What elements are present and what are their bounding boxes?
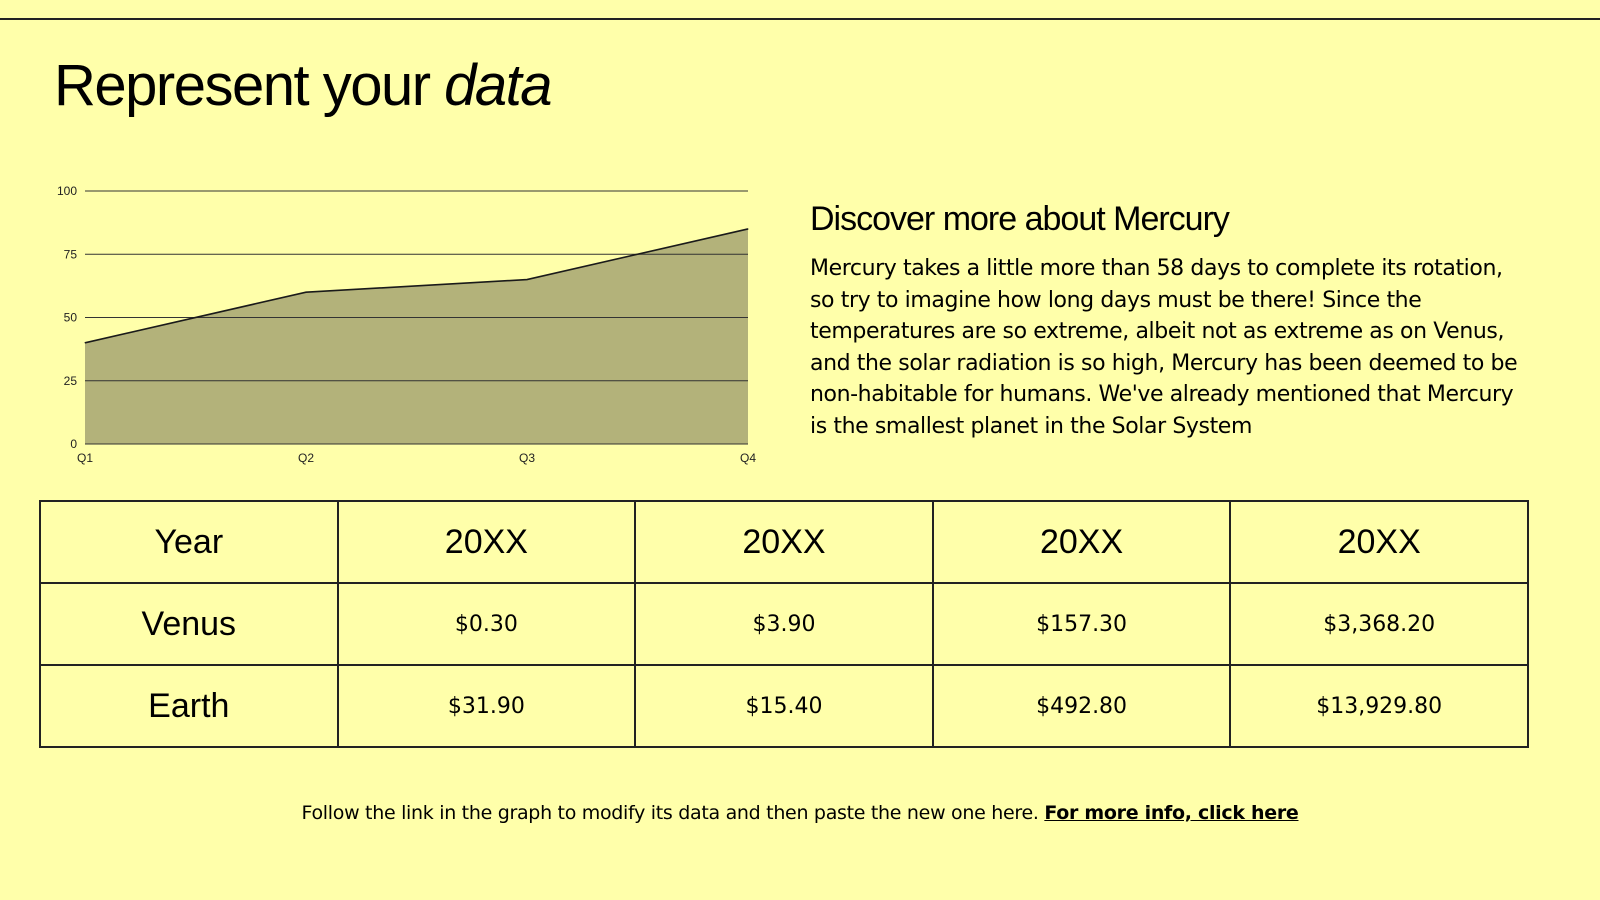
y-tick-label: 50 <box>64 311 78 325</box>
y-tick-label: 75 <box>64 247 78 261</box>
table-cell: $15.40 <box>634 664 934 748</box>
data-table: Year 20XX 20XX 20XX 20XX Venus $0.30 $3.… <box>39 500 1529 748</box>
series-line <box>84 228 749 344</box>
row-label: Venus <box>39 582 339 666</box>
info-panel: Discover more about Mercury Mercury take… <box>810 200 1530 442</box>
top-divider <box>0 18 1600 20</box>
table-header-row: Year 20XX 20XX 20XX 20XX <box>39 500 1529 584</box>
title-emphasis: data <box>444 53 552 118</box>
table-row: Venus $0.30 $3.90 $157.30 $3,368.20 <box>39 582 1529 666</box>
page-title: Represent your data <box>54 52 553 119</box>
table-row: Earth $31.90 $15.40 $492.80 $13,929.80 <box>39 664 1529 748</box>
table-cell: $31.90 <box>336 664 637 748</box>
footer-text: Follow the link in the graph to modify i… <box>301 802 1045 824</box>
title-text: Represent your <box>54 53 445 118</box>
y-tick-label: 100 <box>57 184 77 198</box>
data-point <box>84 342 86 344</box>
x-tick-label: Q1 <box>77 451 93 465</box>
y-tick-label: 0 <box>70 437 77 451</box>
table-cell: $3,368.20 <box>1229 582 1529 666</box>
data-point <box>305 291 307 293</box>
data-point <box>747 228 749 230</box>
table-cell: $492.80 <box>931 664 1232 748</box>
x-tick-label: Q4 <box>740 451 756 465</box>
info-heading: Discover more about Mercury <box>810 200 1230 238</box>
table-header-cell: 20XX <box>336 500 637 584</box>
more-info-link[interactable]: For more info, click here <box>1044 802 1299 824</box>
table-cell: $157.30 <box>931 582 1232 666</box>
table-cell: $0.30 <box>336 582 637 666</box>
table-header-cell: 20XX <box>634 500 934 584</box>
table-header-cell: 20XX <box>1229 500 1529 584</box>
table-header-cell: 20XX <box>931 500 1232 584</box>
table-cell: $13,929.80 <box>1229 664 1529 748</box>
info-body: Mercury takes a little more than 58 days… <box>810 256 1518 439</box>
x-tick-label: Q2 <box>298 451 314 465</box>
footer-note: Follow the link in the graph to modify i… <box>0 802 1600 824</box>
data-point <box>526 279 528 281</box>
table-header-cell: Year <box>39 500 339 584</box>
area-chart[interactable]: 0 25 50 75 100 Q1 Q2 Q3 Q4 <box>40 170 780 470</box>
table-cell: $3.90 <box>634 582 934 666</box>
row-label: Earth <box>39 664 339 748</box>
area-fill <box>85 228 748 444</box>
y-tick-label: 25 <box>64 374 78 388</box>
x-tick-label: Q3 <box>519 451 535 465</box>
